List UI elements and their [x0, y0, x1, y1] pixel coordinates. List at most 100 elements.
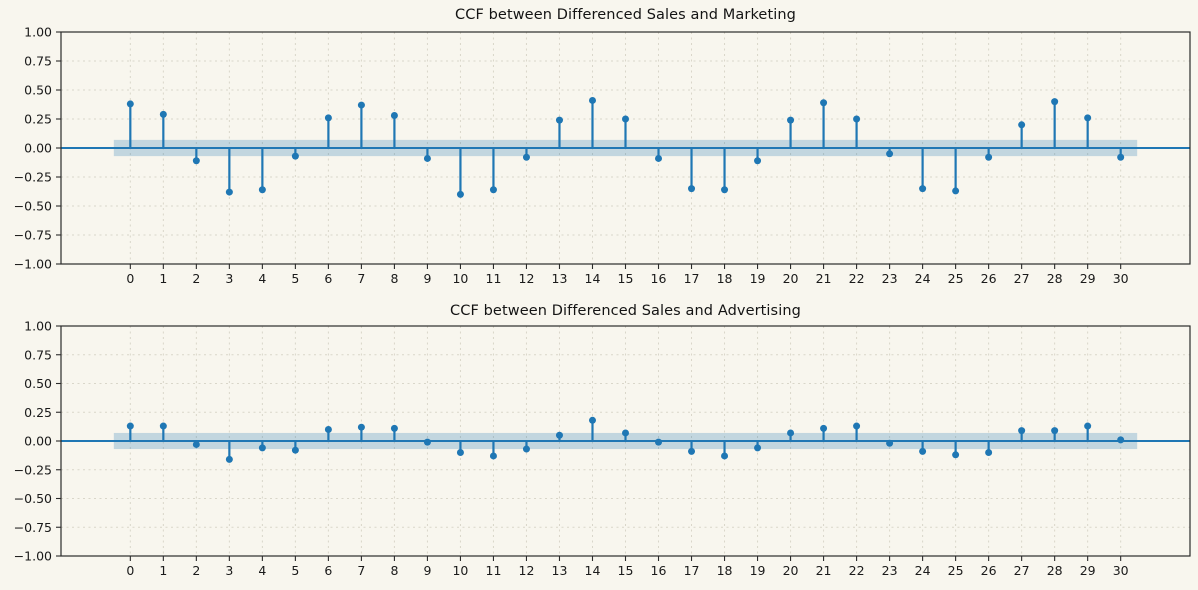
marker — [1018, 121, 1026, 129]
marker — [126, 100, 134, 108]
markers — [126, 416, 1125, 463]
x-tick-label: 30 — [1113, 563, 1129, 578]
x-tick-label: 0 — [126, 563, 134, 578]
x-tick-label: 26 — [981, 271, 997, 286]
marker — [655, 154, 663, 162]
marker — [787, 429, 795, 437]
x-tick-label: 5 — [291, 563, 299, 578]
x-tick-label: 15 — [618, 271, 634, 286]
marker — [985, 449, 993, 456]
stems — [129, 100, 1122, 195]
y-tick-label: −0.25 — [14, 462, 52, 477]
x-tick-label: 12 — [519, 271, 535, 286]
x-tick-label: 22 — [849, 563, 865, 578]
x-tick-label: 7 — [357, 563, 365, 578]
x-tick-label: 27 — [1014, 271, 1030, 286]
marker — [522, 153, 530, 161]
x-tick-label: 25 — [948, 563, 964, 578]
marker — [456, 449, 464, 456]
x-tick-label: 4 — [258, 271, 266, 286]
marker — [1117, 436, 1125, 444]
y-tick-label: −1.00 — [14, 549, 52, 564]
markers — [126, 96, 1125, 198]
marker — [622, 115, 629, 123]
y-tick-labels: 1.00 0.75 0.50 0.25 0.00 −0.25 −0.50 −0.75 −1.00 — [14, 25, 52, 272]
marker — [853, 115, 861, 123]
marker — [192, 440, 200, 448]
marker — [588, 416, 596, 424]
x-tick-label: 17 — [684, 563, 700, 578]
y-tick-label: 1.00 — [24, 319, 52, 334]
x-tick-label: 29 — [1080, 271, 1096, 286]
x-tick-label: 23 — [882, 563, 898, 578]
x-tick-label: 21 — [816, 271, 832, 286]
x-tick-label: 21 — [816, 563, 832, 578]
marker — [456, 190, 464, 198]
y-tick-label: 0.50 — [24, 376, 52, 391]
x-tick-label: 9 — [423, 563, 431, 578]
x-tick-label: 1 — [159, 271, 167, 286]
marker — [291, 446, 299, 454]
chart-advertising: CCF between Differenced Sales and Advert… — [0, 295, 1198, 590]
y-tick-label: −0.50 — [14, 491, 52, 506]
marker — [225, 455, 233, 463]
y-tick-label: −0.50 — [14, 199, 52, 214]
marker — [357, 423, 365, 431]
marker — [522, 445, 530, 453]
x-tick-label: 15 — [618, 563, 634, 578]
x-tick-label: 24 — [915, 563, 931, 578]
marker — [754, 444, 762, 452]
x-tick-label: 28 — [1047, 563, 1063, 578]
y-tick-label: −0.25 — [14, 170, 52, 185]
marker — [820, 424, 828, 432]
marker — [357, 101, 365, 109]
marker — [324, 114, 332, 122]
y-tick-label: 0.75 — [24, 347, 52, 362]
x-tick-label: 1 — [159, 563, 167, 578]
marker — [1117, 153, 1125, 161]
marker — [291, 152, 299, 160]
x-tick-labels: 0 1 2 3 4 5 6 7 8 9 10 11 12 13 14 15 16 17 18 19 20 21 22 23 24… — [126, 271, 1128, 286]
x-tick-label: 4 — [258, 563, 266, 578]
x-tick-label: 13 — [552, 271, 568, 286]
marker — [787, 116, 795, 124]
marker — [688, 185, 696, 193]
x-tick-label: 22 — [849, 271, 865, 286]
x-tick-label: 12 — [519, 563, 535, 578]
x-tick-label: 27 — [1014, 563, 1030, 578]
marker — [390, 424, 398, 432]
marker — [1084, 422, 1092, 430]
marker — [721, 186, 729, 194]
x-tick-label: 25 — [948, 271, 964, 286]
marker — [952, 451, 960, 459]
x-tick-label: 23 — [882, 271, 898, 286]
x-tick-label: 9 — [423, 271, 431, 286]
x-tick-label: 3 — [225, 563, 233, 578]
marker — [853, 422, 861, 430]
tick-marks — [56, 31, 1122, 269]
x-tick-label: 14 — [585, 271, 601, 286]
marker — [324, 426, 332, 433]
x-tick-label: 6 — [324, 563, 332, 578]
y-tick-label: 0.00 — [24, 141, 52, 156]
x-tick-label: 11 — [486, 271, 502, 286]
marker — [1018, 427, 1026, 435]
y-tick-label: −0.75 — [14, 520, 52, 535]
y-tick-label: −0.75 — [14, 228, 52, 243]
stem-plot-marketing: 0 1 2 3 4 5 6 7 8 9 10 11 12 13 14 15 16 17 18 19 20 21 22 23 24… — [14, 25, 1191, 286]
marker — [721, 452, 729, 460]
marker — [489, 452, 497, 460]
x-tick-label: 19 — [750, 563, 766, 578]
chart-title-marketing: CCF between Differenced Sales and Market… — [455, 7, 796, 23]
marker — [489, 186, 497, 194]
marker — [390, 112, 398, 120]
x-tick-label: 2 — [192, 271, 200, 286]
x-tick-label: 20 — [783, 271, 799, 286]
tick-marks — [56, 325, 1122, 561]
y-tick-label: 0.00 — [24, 434, 52, 449]
x-tick-label: 20 — [783, 563, 799, 578]
x-tick-label: 0 — [126, 271, 134, 286]
x-tick-labels: 0 1 2 3 4 5 6 7 8 9 10 11 12 13 14 15 16 17 18 19 20 21 22 23 24… — [126, 563, 1128, 578]
marker — [588, 96, 596, 104]
